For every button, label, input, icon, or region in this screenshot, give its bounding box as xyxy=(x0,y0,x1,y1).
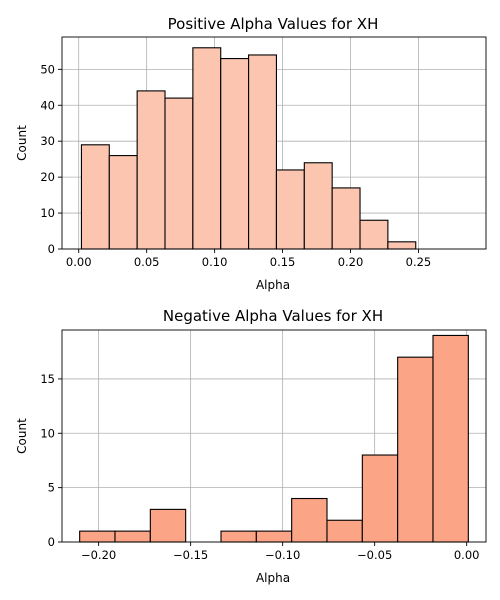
y-tick-label: 5 xyxy=(48,481,55,495)
x-axis-label: Alpha xyxy=(256,571,290,585)
histogram-bar xyxy=(387,241,417,250)
histogram-bar xyxy=(331,187,361,250)
histogram-bar xyxy=(164,97,194,250)
histogram-bar xyxy=(192,47,222,250)
x-tick-label: 0.25 xyxy=(406,255,432,269)
y-tick-label: 50 xyxy=(40,62,55,76)
y-tick-label: 0 xyxy=(48,242,55,256)
x-tick-label: 0.00 xyxy=(66,255,92,269)
histogram-bar xyxy=(136,90,166,250)
x-tick-label: −0.20 xyxy=(81,548,116,562)
histogram-bar xyxy=(114,530,151,543)
x-tick-label: 0.05 xyxy=(134,255,160,269)
x-tick-label: −0.15 xyxy=(173,548,208,562)
y-tick-label: 40 xyxy=(40,98,55,112)
y-axis-label: Count xyxy=(15,125,29,161)
histogram-bar xyxy=(149,508,187,543)
histogram-bar xyxy=(359,219,389,250)
histogram-bar xyxy=(275,169,305,250)
chart-title: Positive Alpha Values for XH xyxy=(168,15,379,33)
x-tick-label: −0.10 xyxy=(265,548,300,562)
histogram-bar xyxy=(248,54,277,250)
histogram-bar xyxy=(255,530,293,543)
histogram-bar xyxy=(361,454,399,543)
histogram-bar xyxy=(303,162,333,250)
y-tick-label: 15 xyxy=(40,372,55,386)
histogram-bar xyxy=(432,334,469,543)
x-tick-label: 0.20 xyxy=(338,255,364,269)
y-tick-label: 10 xyxy=(40,426,55,440)
y-tick-label: 0 xyxy=(48,535,55,549)
y-tick-label: 20 xyxy=(40,170,55,184)
histogram-bar xyxy=(220,530,257,543)
histogram-bar xyxy=(79,530,116,543)
x-tick-label: 0.00 xyxy=(454,548,480,562)
x-tick-label: −0.05 xyxy=(357,548,392,562)
histogram-bar xyxy=(80,144,110,250)
plot-frame xyxy=(61,329,487,543)
x-axis-label: Alpha xyxy=(256,278,290,292)
y-tick-label: 30 xyxy=(40,134,55,148)
chart-title: Negative Alpha Values for XH xyxy=(163,307,383,325)
positive-alpha-histogram: Positive Alpha Values for XH 0.00 0.05 0.1… xyxy=(15,15,487,292)
plot-frame xyxy=(61,36,487,250)
histogram-bar xyxy=(291,497,328,543)
x-tick-label: 0.15 xyxy=(270,255,296,269)
y-axis-label: Count xyxy=(15,418,29,454)
x-tick-label: 0.10 xyxy=(202,255,228,269)
negative-alpha-histogram: Negative Alpha Values for XH −0.20 −0.15 −… xyxy=(15,307,487,585)
histogram-bar xyxy=(108,155,138,250)
histogram-bar xyxy=(397,356,434,543)
histogram-bar xyxy=(220,58,250,250)
histogram-bar xyxy=(326,519,363,543)
y-tick-label: 10 xyxy=(40,206,55,220)
